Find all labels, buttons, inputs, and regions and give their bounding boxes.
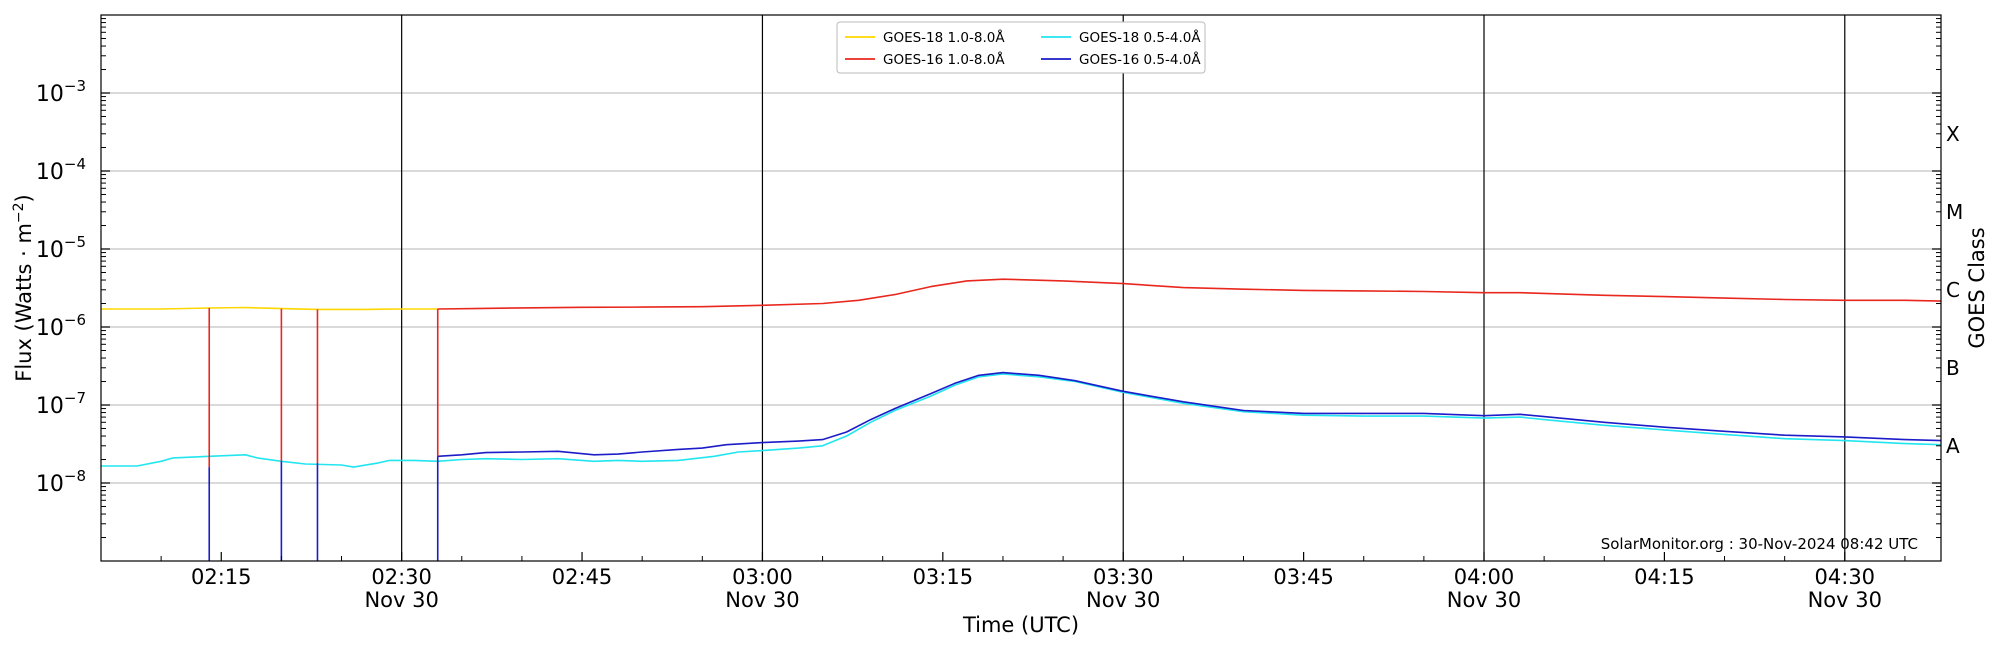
x-axis-label: Time (UTC) xyxy=(962,613,1079,637)
x-tick-label: 02:15 xyxy=(191,565,252,589)
x-tick-label: 04:30 xyxy=(1815,565,1876,589)
x-tick-label: 03:15 xyxy=(913,565,974,589)
legend-frame xyxy=(836,21,1206,74)
legend-label: GOES-18 1.0-8.0Å xyxy=(883,29,1005,46)
goes-class-label: M xyxy=(1946,200,1963,224)
series-line xyxy=(437,278,1942,310)
legend-label: GOES-16 0.5-4.0Å xyxy=(1079,51,1201,68)
x-tick-label: 02:30 xyxy=(371,565,432,589)
series-line xyxy=(437,371,1942,458)
x-tick-label: 02:45 xyxy=(552,565,613,589)
y-axis-ticks: 10−8 10−7 10−6 10−5 10−4 10−3 xyxy=(36,18,1941,539)
legend-label: GOES-18 0.5-4.0Å xyxy=(1079,29,1201,46)
goes-class-label: C xyxy=(1946,278,1960,302)
x-tick-date-label: Nov 30 xyxy=(1086,588,1160,612)
y-tick-label: 10−3 xyxy=(36,77,86,107)
x-tick-date-label: Nov 30 xyxy=(1808,588,1882,612)
day-boundary-lines xyxy=(401,15,1846,561)
series-line xyxy=(101,373,1942,468)
y-axis-label: Flux (Watts · m−2) xyxy=(11,194,36,382)
y-tick-label: 10−5 xyxy=(36,233,86,263)
goes-class-label: A xyxy=(1946,434,1960,458)
series-line xyxy=(101,306,438,311)
right-axis-label: GOES Class xyxy=(1965,227,1989,348)
y-tick-label: 10−6 xyxy=(36,311,86,341)
x-tick-label: 03:45 xyxy=(1273,565,1334,589)
x-tick-label: 03:30 xyxy=(1093,565,1154,589)
x-tick-label: 04:00 xyxy=(1454,565,1515,589)
gridlines xyxy=(101,92,1941,484)
y-tick-label: 10−8 xyxy=(36,467,86,497)
y-axis-label-superscript: −2 xyxy=(11,202,27,223)
y-tick-label: 10−7 xyxy=(36,389,86,419)
goes-class-label: B xyxy=(1946,356,1960,380)
x-tick-date-label: Nov 30 xyxy=(725,588,799,612)
plot-frame xyxy=(100,14,1942,562)
x-tick-date-label: Nov 30 xyxy=(364,588,438,612)
y-tick-label: 10−4 xyxy=(36,155,86,185)
x-tick-date-label: Nov 30 xyxy=(1447,588,1521,612)
goes-class-labels: A B C M X xyxy=(1946,122,1963,458)
legend-label: GOES-16 1.0-8.0Å xyxy=(883,51,1005,68)
goes-class-label: X xyxy=(1946,122,1960,146)
legend: GOES-18 1.0-8.0Å GOES-18 0.5-4.0Å GOES-16 … xyxy=(836,21,1206,74)
source-annotation: SolarMonitor.org : 30-Nov-2024 08:42 UTC xyxy=(1601,535,1918,553)
x-tick-label: 04:15 xyxy=(1634,565,1695,589)
x-tick-label: 03:00 xyxy=(732,565,793,589)
flux-series xyxy=(101,278,1942,561)
